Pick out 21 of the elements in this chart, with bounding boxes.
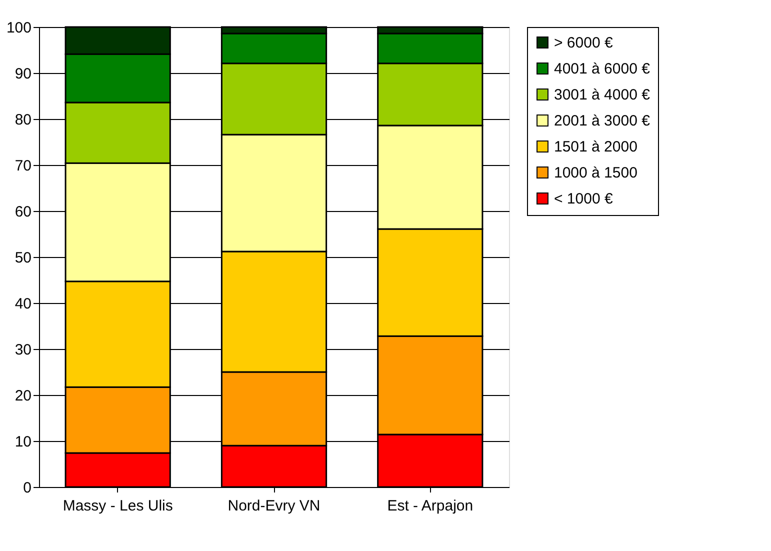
- legend-label: < 1000 €: [554, 190, 614, 208]
- y-tick-label: 50: [14, 250, 32, 266]
- legend-label: 1000 à 1500: [554, 164, 638, 182]
- legend-label: 1501 à 2000: [554, 138, 638, 156]
- y-tick-label: 70: [14, 158, 32, 174]
- x-tick-label: Nord-Evry VN: [228, 498, 320, 514]
- legend-label: > 6000 €: [554, 34, 614, 52]
- x-tick-label: Est - Arpajon: [387, 498, 474, 514]
- y-tick-label: 90: [14, 66, 32, 82]
- y-tick-label: 100: [6, 20, 32, 36]
- y-tick-label: 80: [14, 112, 32, 128]
- x-tick-label: Massy - Les Ulis: [62, 498, 173, 514]
- y-tick-label: 20: [14, 388, 32, 404]
- legend-label: 2001 à 3000 €: [554, 112, 651, 130]
- y-tick-label: 60: [14, 204, 32, 220]
- legend-label: 3001 à 4000 €: [554, 86, 651, 104]
- y-tick-label: 40: [14, 296, 32, 312]
- legend-label: 4001 à 6000 €: [554, 60, 651, 78]
- y-tick-label: 30: [14, 342, 32, 358]
- y-tick-label: 0: [23, 480, 32, 496]
- y-tick-label: 10: [14, 434, 32, 450]
